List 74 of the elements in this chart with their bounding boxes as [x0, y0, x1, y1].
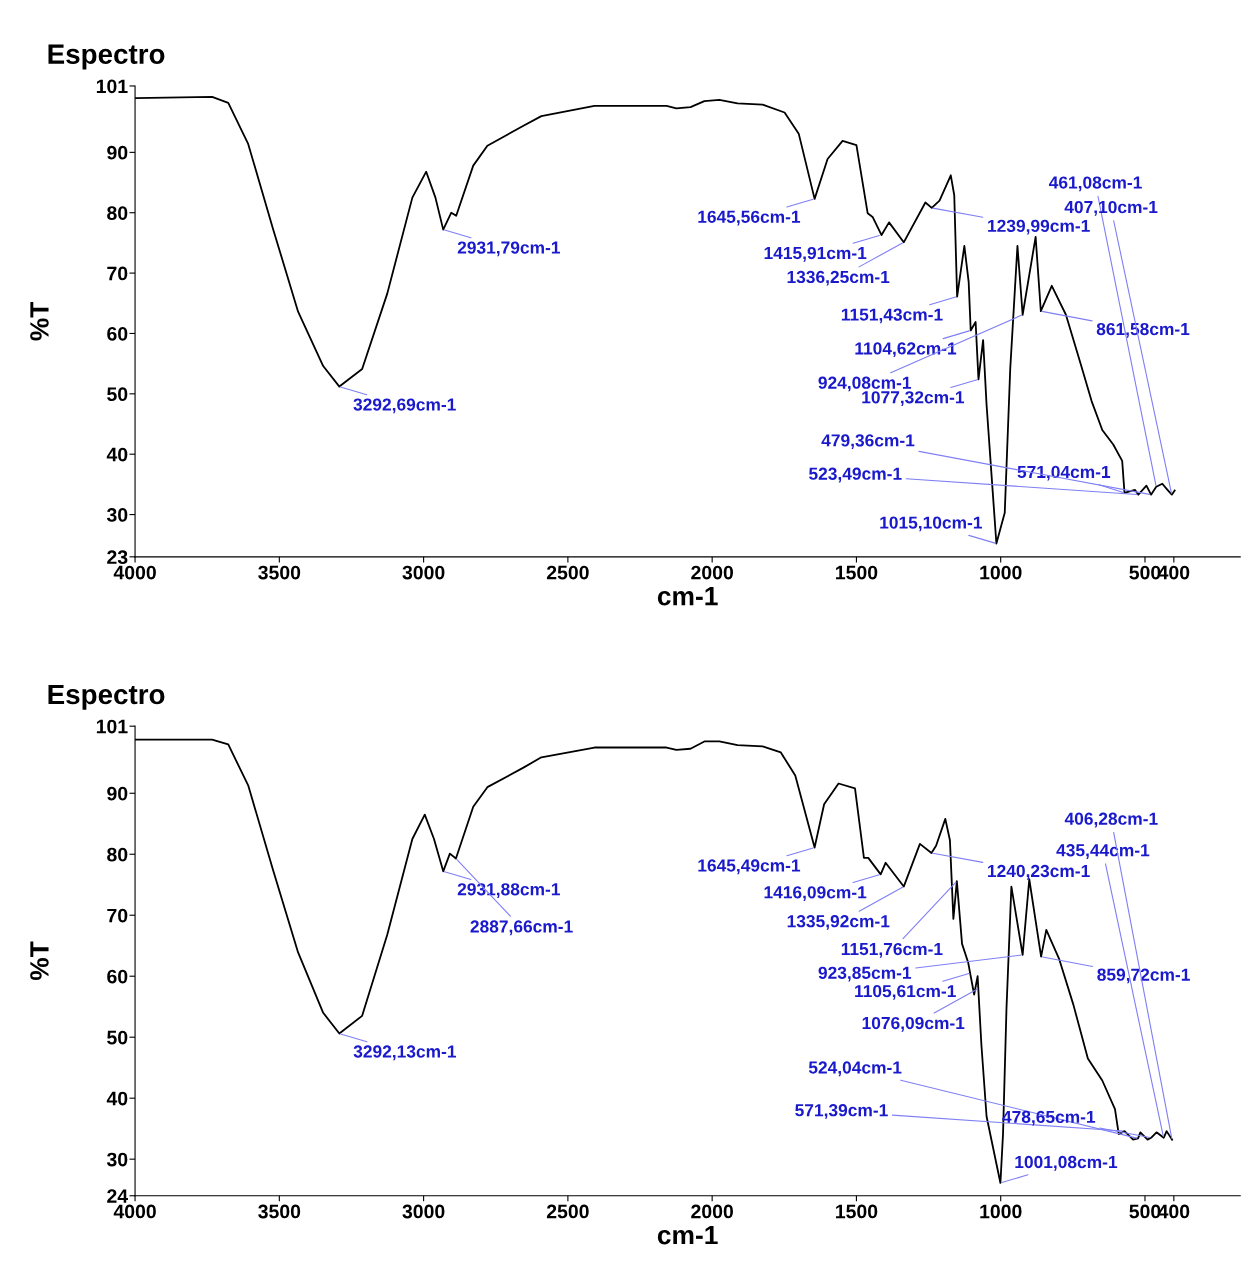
annotation: 1416,09cm-1: [764, 886, 867, 901]
x-tick-label: 1500: [836, 565, 878, 580]
chart-title: Espectro: [48, 44, 165, 70]
x-tick-label: 2500: [546, 1204, 589, 1219]
annotation: 3292,13cm-1: [353, 1045, 456, 1061]
annotation: 407,10cm-1: [1064, 200, 1158, 216]
annotation: 406,28cm-1: [1064, 812, 1158, 828]
x-tick-label: 1000: [980, 1204, 1022, 1219]
y-tick-label: 80: [107, 847, 128, 862]
annotation: 461,08cm-1: [1048, 176, 1142, 192]
y-axis-title: %T: [30, 301, 49, 341]
x-tick-label: 1500: [836, 1204, 878, 1219]
x-tick-label: 4000: [113, 1204, 156, 1219]
y-tick-label: 60: [107, 326, 128, 341]
y-tick-label: 30: [106, 508, 128, 522]
y-tick-label: 90: [107, 786, 128, 801]
annotation: 1151,76cm-1: [841, 942, 943, 958]
y-tick-label: 23: [107, 550, 128, 565]
y-tick-label: 50: [107, 1030, 128, 1045]
annotation: 1240,23cm-1: [988, 864, 1090, 880]
annotation: 2931,88cm-1: [457, 883, 560, 898]
annotation: 1645,49cm-1: [698, 859, 801, 875]
x-tick-label: 2000: [691, 1204, 733, 1219]
annotation: 1336,25cm-1: [787, 270, 890, 286]
x-tick-label: 3000: [402, 1204, 445, 1219]
annotation: 1415,91cm-1: [764, 246, 867, 262]
x-tick-label: 3500: [258, 1204, 301, 1219]
y-tick-label: 60: [107, 969, 128, 984]
annotation: 523,49cm-1: [809, 467, 902, 483]
annotation: 479,36cm-1: [821, 434, 915, 450]
annotation: 923,85cm-1: [818, 966, 912, 982]
annotation: 1001,08cm-1: [1015, 1155, 1118, 1171]
y-tick-label: 80: [107, 206, 128, 220]
annotation: 2931,79cm-1: [457, 241, 560, 257]
y-tick-label: 70: [107, 266, 128, 281]
chart-title: Espectro: [48, 684, 165, 710]
x-tick-label: 2000: [691, 565, 733, 580]
annotation: 1015,10cm-1: [880, 516, 982, 532]
annotation: 924,08cm-1: [818, 376, 912, 392]
x-axis-title: cm-1: [657, 1225, 718, 1245]
annotation: 1645,56cm-1: [698, 210, 801, 226]
annotation: 1077,32cm-1: [862, 391, 965, 406]
y-tick-label: 101: [96, 719, 128, 734]
x-tick-label: 3500: [258, 565, 301, 580]
annotation: 1104,62cm-1: [855, 342, 957, 358]
x-tick-label: 2500: [546, 565, 589, 580]
annotation: 1105,61cm-1: [855, 984, 956, 1000]
y-tick-label: 90: [107, 145, 128, 160]
annotation: 1076,09cm-1: [862, 1016, 965, 1032]
y-axis-title: %T: [30, 941, 49, 981]
annotation: 2887,66cm-1: [470, 920, 573, 936]
y-tick-label: 40: [106, 447, 128, 462]
annotation: 3292,69cm-1: [353, 398, 456, 414]
y-tick-label: 30: [106, 1152, 128, 1167]
x-tick-label: 1000: [980, 565, 1022, 580]
x-axis-title: cm-1: [657, 587, 718, 606]
annotation: 435,44cm-1: [1056, 844, 1150, 859]
annotation: 524,04cm-1: [808, 1061, 902, 1077]
y-tick-label: 40: [106, 1091, 128, 1106]
annotation: 1151,43cm-1: [841, 308, 943, 324]
annotation: 571,04cm-1: [1017, 465, 1111, 481]
x-tick-label: 500: [1129, 565, 1161, 580]
x-tick-label: 3000: [402, 565, 445, 580]
annotation: 571,39cm-1: [795, 1104, 888, 1119]
y-tick-label: 70: [107, 908, 128, 923]
y-tick-label: 50: [107, 387, 128, 402]
x-tick-label: 4000: [113, 565, 156, 580]
x-tick-label: 500: [1129, 1204, 1161, 1219]
annotation: 1239,99cm-1: [988, 219, 1090, 235]
y-tick-label: 101: [96, 79, 128, 94]
annotation: 859,72cm-1: [1097, 968, 1190, 984]
annotation: 861,58cm-1: [1096, 322, 1190, 338]
annotation: 1335,92cm-1: [787, 915, 890, 930]
y-tick-label: 24: [107, 1189, 129, 1203]
